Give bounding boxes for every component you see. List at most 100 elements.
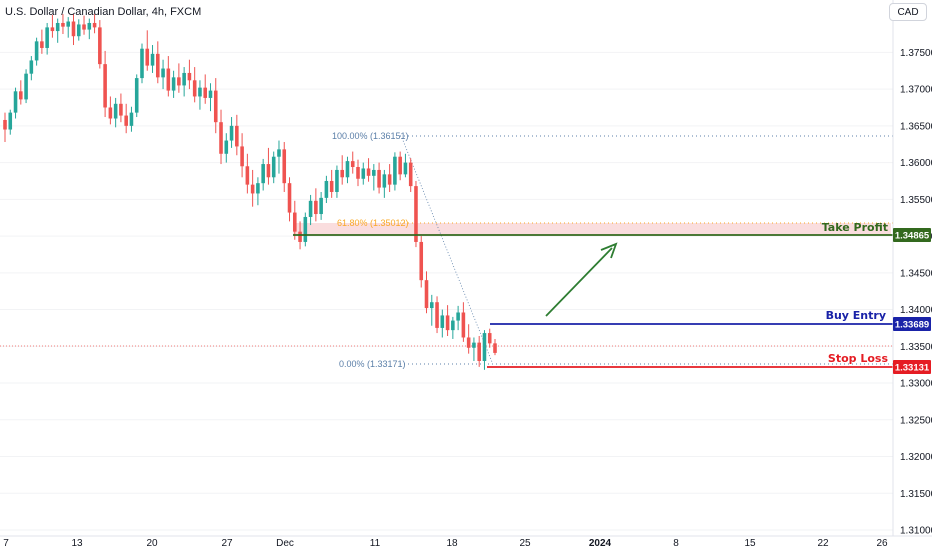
candle <box>466 324 471 354</box>
price-tick-label: 1.36000 <box>900 158 932 169</box>
candle <box>398 151 402 181</box>
time-tick-label: 2024 <box>589 538 612 549</box>
candle-body <box>493 343 497 353</box>
candle-body <box>240 146 244 167</box>
time-tick-label: 7 <box>3 538 9 549</box>
candle-body <box>3 119 7 130</box>
candle <box>424 271 429 314</box>
fib-100-label: 100.00% (1.36151) <box>332 131 409 141</box>
candle-body <box>393 156 397 185</box>
candle-body <box>308 200 313 217</box>
candle-body <box>145 48 150 66</box>
candle-body <box>419 241 424 281</box>
candle <box>40 29 44 54</box>
candle-body <box>382 174 387 188</box>
candle-body <box>451 320 455 331</box>
candle-body <box>29 60 34 74</box>
candle-body <box>303 216 308 242</box>
candle-body <box>487 333 492 344</box>
candle-body <box>50 27 55 32</box>
time-tick-label: 22 <box>817 538 829 549</box>
candle <box>55 18 60 43</box>
candle-body <box>424 280 429 309</box>
candle <box>414 180 418 248</box>
currency-selector-button[interactable]: CAD <box>889 3 927 21</box>
candle <box>198 80 202 110</box>
take-profit-label: Take Profit <box>822 221 888 234</box>
candle <box>282 142 287 192</box>
symbol-title: U.S. Dollar / Canadian Dollar, 4h, FXCM <box>5 6 201 18</box>
candle-body <box>113 103 118 119</box>
price-tick-label: 1.32000 <box>900 452 932 463</box>
candle <box>124 103 128 134</box>
price-axis[interactable]: 1.375001.370001.365001.360001.355001.350… <box>892 0 932 537</box>
candle-body <box>87 22 92 30</box>
candle-body <box>208 90 213 98</box>
candle <box>382 169 387 198</box>
projection-arrow[interactable] <box>545 242 618 317</box>
candle-body <box>45 27 49 48</box>
candle-body <box>108 107 113 119</box>
candle-body <box>324 180 329 198</box>
candle <box>350 151 355 174</box>
candle <box>261 158 265 191</box>
candle <box>287 177 292 222</box>
candle-body <box>335 169 339 192</box>
candle-body <box>292 212 297 232</box>
candle-body <box>98 27 102 65</box>
candle <box>493 338 497 356</box>
candle-body <box>261 164 265 184</box>
candle-body <box>250 184 255 194</box>
candle <box>92 14 97 34</box>
candle-body <box>377 169 381 188</box>
candle <box>182 67 186 97</box>
candle <box>219 109 223 165</box>
candle <box>393 152 397 191</box>
candle-body <box>55 22 60 32</box>
candle <box>103 50 107 118</box>
candle <box>71 14 76 46</box>
candle <box>145 30 150 71</box>
candle-body <box>356 167 360 179</box>
candle-body <box>403 162 408 175</box>
candle <box>192 67 197 103</box>
candle-body <box>177 77 181 86</box>
chart-grid <box>0 51 893 531</box>
candle <box>419 236 424 288</box>
candle-body <box>429 302 434 309</box>
fib-618-label: 61.80% (1.35012) <box>337 218 409 228</box>
candle <box>134 74 139 118</box>
stop-loss-price: 1.33131 <box>895 363 930 374</box>
buy-entry-price-tag: 1.33689 <box>893 317 931 331</box>
candle <box>372 164 376 191</box>
candle <box>477 336 481 367</box>
candle-body <box>187 72 192 81</box>
candle <box>451 316 455 339</box>
stop-loss-label: Stop Loss <box>828 352 889 365</box>
candle-body <box>414 186 418 242</box>
buy-entry-label: Buy Entry <box>826 309 886 322</box>
candle-body <box>182 72 186 86</box>
candle-body <box>266 164 271 178</box>
candle <box>461 302 466 342</box>
price-tick-label: 1.35500 <box>900 195 932 206</box>
price-tick-label: 1.32500 <box>900 415 932 426</box>
fib-0-label: 0.00% (1.33171) <box>339 359 406 369</box>
candle-body <box>477 342 481 361</box>
candle-body <box>66 21 71 27</box>
candle-body <box>314 200 318 215</box>
candle <box>445 305 450 337</box>
candle <box>13 87 18 119</box>
time-tick-label: 8 <box>673 538 679 549</box>
price-tick-label: 1.33000 <box>900 379 932 390</box>
candle <box>403 153 408 178</box>
candle <box>187 59 192 90</box>
candle-body <box>76 24 81 37</box>
arrow-head <box>600 242 618 259</box>
candle <box>24 69 28 104</box>
candle-body <box>340 169 344 178</box>
candle-body <box>361 168 366 179</box>
time-axis[interactable]: 7 13 20 27 Dec 11 18 25 2024 8 15 22 26 <box>0 535 932 549</box>
candle <box>319 191 323 220</box>
